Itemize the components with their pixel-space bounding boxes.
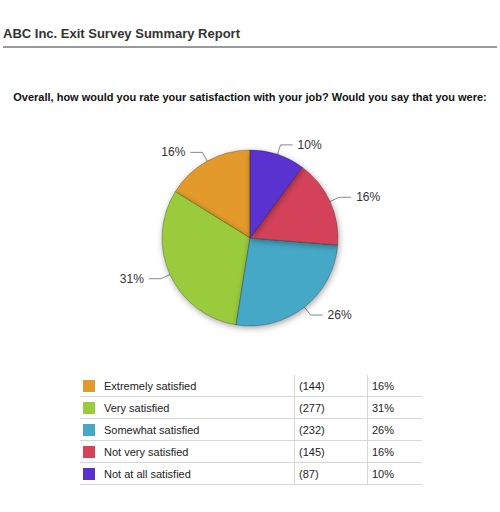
html-text:(145): (145) <box>299 445 325 458</box>
html-text:Not very satisfied: Not very satisfied <box>104 445 189 458</box>
html-text:Very satisfied: Very satisfied <box>104 401 170 414</box>
svg-text:31%: 31% <box>120 272 144 286</box>
html-text:(232): (232) <box>299 423 325 436</box>
html-text:ABC Inc. Exit Survey Summary R: ABC Inc. Exit Survey Summary Report <box>3 26 240 41</box>
html-text:26%: 26% <box>372 423 394 436</box>
svg-text:26%: 26% <box>328 308 352 322</box>
svg-text:16%: 16% <box>356 190 380 204</box>
svg-text:16%: 16% <box>161 145 185 159</box>
svg-text:10%: 10% <box>298 138 322 152</box>
html-text:(144): (144) <box>299 379 325 392</box>
html-text:16%: 16% <box>372 445 394 458</box>
html-text:16%: 16% <box>372 379 394 392</box>
html-text:Extremely satisfied: Extremely satisfied <box>104 379 197 392</box>
svg-text:Overall, how would you rate yo: Overall, how would you rate your satisfa… <box>13 91 486 103</box>
html-text:31%: 31% <box>372 401 394 414</box>
html-text:Not at all satisfied: Not at all satisfied <box>104 467 191 480</box>
html-text:(277): (277) <box>299 401 325 414</box>
html-text:10%: 10% <box>372 467 394 480</box>
html-text:Somewhat satisfied: Somewhat satisfied <box>104 423 200 436</box>
html-text:(87): (87) <box>299 467 319 480</box>
